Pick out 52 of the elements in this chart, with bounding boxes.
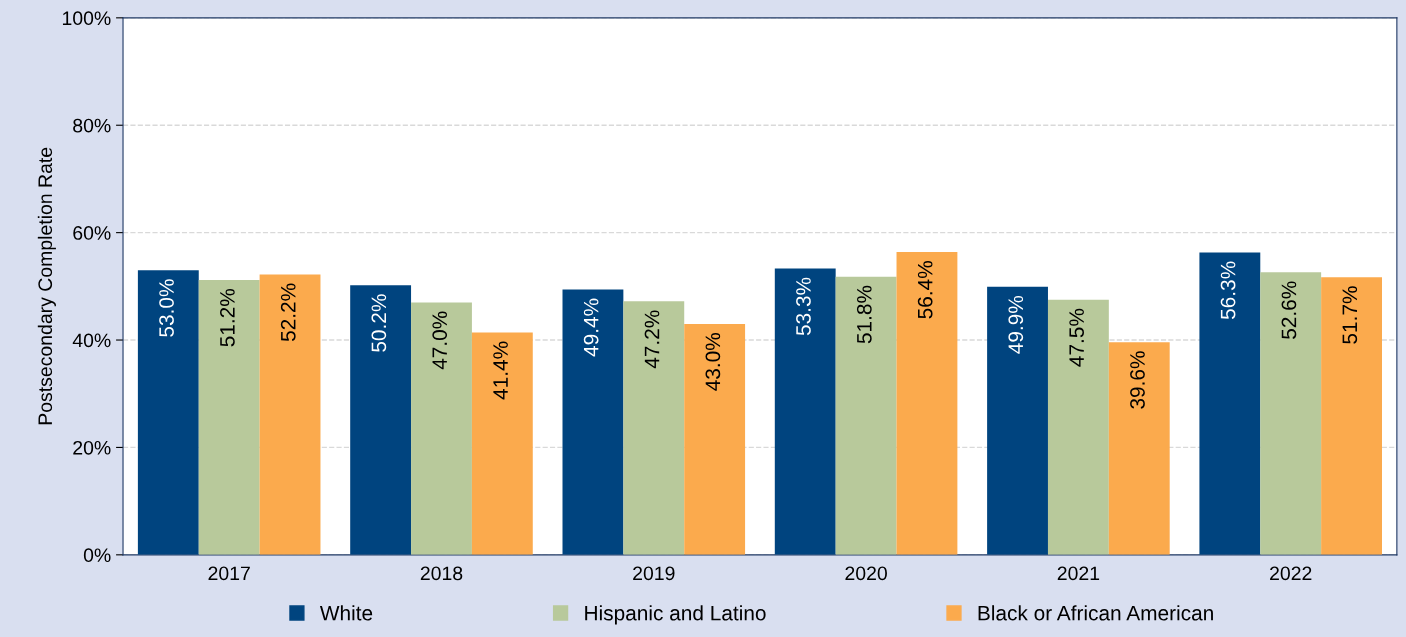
bar <box>411 302 472 555</box>
data-label: 47.0% <box>432 311 448 370</box>
y-tick-label: 60% <box>73 226 111 240</box>
data-label: 51.8% <box>856 285 872 344</box>
data-label: 56.3% <box>1220 261 1236 320</box>
data-label: 52.2% <box>280 283 296 342</box>
data-label: 51.2% <box>220 288 235 347</box>
data-label: 47.2% <box>644 310 660 369</box>
bar <box>1260 272 1322 555</box>
bar <box>198 279 260 555</box>
x-tick-label: 2020 <box>845 566 887 581</box>
bar <box>259 274 321 555</box>
x-tick-label: 2017 <box>208 566 250 581</box>
data-label: 49.9% <box>1008 295 1024 354</box>
y-tick-label: 0% <box>83 548 111 563</box>
legend-label: White <box>319 605 373 621</box>
data-label: 56.4% <box>917 261 933 319</box>
bar <box>1321 277 1382 555</box>
bar <box>835 276 897 555</box>
y-tick-label: 100% <box>62 11 111 26</box>
y-tick-label: 20% <box>73 440 111 455</box>
y-tick-label: 80% <box>73 118 111 133</box>
data-label: 51.7% <box>1342 286 1358 344</box>
x-tick-label: 2019 <box>633 566 675 581</box>
legend-label: Hispanic and Latino <box>585 605 766 625</box>
legend-label: Black or African American <box>978 605 1213 621</box>
x-tick-label: 2022 <box>1270 566 1312 581</box>
bar <box>623 301 685 555</box>
data-label: 52.6% <box>1281 281 1297 339</box>
bar <box>1047 299 1109 555</box>
bar <box>987 286 1048 555</box>
data-label: 50.2% <box>371 294 387 352</box>
bar <box>774 268 836 555</box>
x-tick-label: 2021 <box>1057 566 1100 581</box>
bar <box>562 289 624 555</box>
data-label: 49.4% <box>583 298 599 357</box>
bar <box>1199 252 1261 555</box>
x-tick-label: 2018 <box>420 566 463 581</box>
data-label: 41.4% <box>493 341 508 400</box>
data-label: 43.0% <box>705 332 721 391</box>
data-label: 39.6% <box>1130 351 1145 409</box>
y-axis-title: Postsecondary Completion Rate <box>37 147 56 425</box>
bar <box>471 332 533 555</box>
bar <box>1108 342 1170 555</box>
bar <box>350 285 412 555</box>
bar <box>137 270 199 555</box>
bar <box>684 323 746 555</box>
data-label: 53.0% <box>159 279 174 337</box>
data-label: 47.5% <box>1069 308 1084 367</box>
y-tick-label: 40% <box>72 333 111 348</box>
data-label: 53.3% <box>796 277 811 336</box>
bar <box>896 251 958 555</box>
